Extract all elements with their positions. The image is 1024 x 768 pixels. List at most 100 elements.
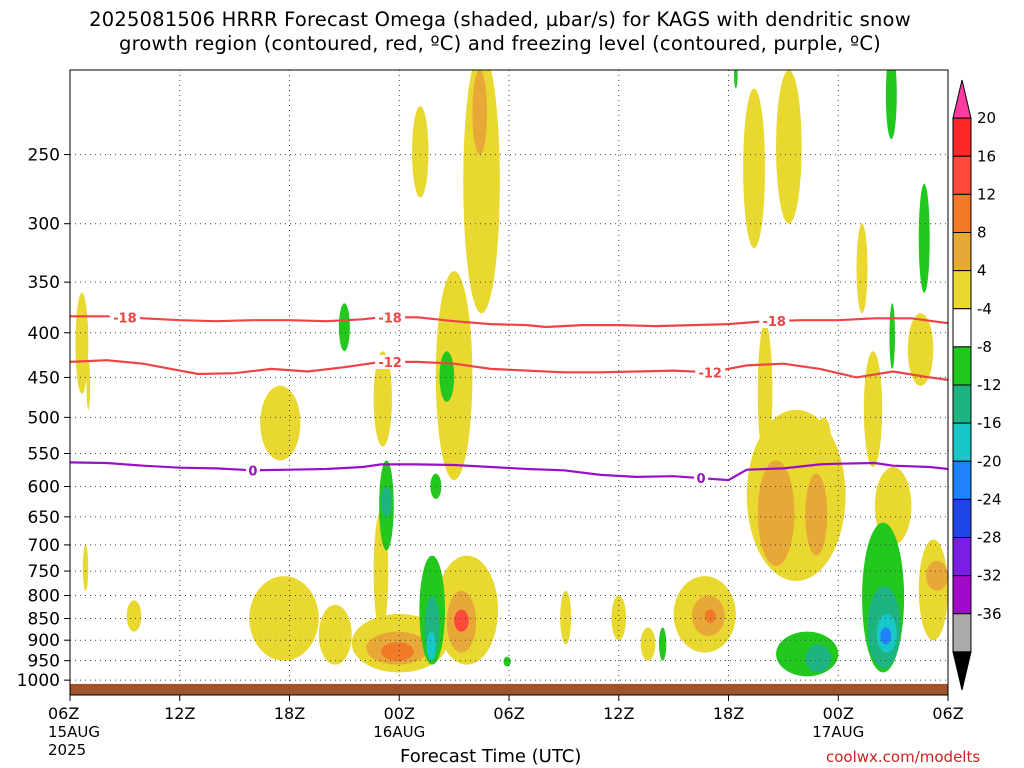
colorbar-segment-0 (952, 79, 972, 119)
contour-lines: -18 -18 -18 -12 -12 0 0 (70, 310, 948, 487)
omega-region-21 (640, 627, 656, 661)
colorbar-segment-6 (952, 308, 972, 348)
grid-lines (70, 70, 948, 695)
chart-subtitle: growth region (contoured, red, ºC) and f… (119, 32, 881, 55)
colorbar-label-7: -12 (977, 376, 1002, 394)
contour-label-1-0: -12 (378, 356, 402, 371)
omega-region-0 (75, 292, 89, 394)
omega-region-10 (373, 351, 392, 447)
colorbar: 20 16 12 8 4 -4 -8 -12 -16 -20 -24 -28 -32 -36 (952, 79, 1002, 691)
contour-label-0-1: -18 (378, 311, 402, 326)
contour-line-1 (70, 359, 948, 381)
y-tick-label-2: 350 (28, 273, 60, 293)
x-tick-sublabel-7-0: 17AUG (812, 723, 864, 741)
x-tick-label-5: 12Z (603, 704, 634, 723)
colorbar-segment-13 (952, 575, 972, 615)
y-tick-label-11: 800 (28, 587, 60, 607)
colorbar-label-1: 16 (977, 147, 996, 165)
omega-region-49 (805, 644, 831, 673)
x-tick-label-8: 06Z (932, 704, 963, 723)
contour-label-1-1: -12 (698, 366, 722, 381)
colorbar-label-8: -16 (977, 414, 1002, 432)
y-tick-label-10: 750 (28, 562, 60, 582)
x-tick-label-2: 18Z (274, 704, 305, 723)
colorbar-segment-4 (952, 232, 972, 272)
omega-region-2 (82, 544, 89, 591)
chart-title: 2025081506 HRRR Forecast Omega (shaded, … (89, 8, 911, 31)
colorbar-segment-1 (952, 117, 972, 157)
colorbar-segment-3 (952, 193, 972, 233)
omega-region-15 (472, 70, 488, 155)
omega-region-25 (743, 88, 766, 249)
colorbar-label-12: -32 (977, 567, 1002, 585)
colorbar-segment-14 (952, 613, 972, 653)
colorbar-label-10: -24 (977, 490, 1002, 508)
ground-fill (70, 683, 948, 695)
omega-region-42 (439, 351, 455, 402)
x-tick-label-1: 12Z (164, 704, 195, 723)
x-tick-label-6: 18Z (713, 704, 744, 723)
omega-region-33 (863, 351, 883, 468)
omega-region-47 (658, 627, 667, 661)
colorbar-label-9: -20 (977, 452, 1002, 470)
colorbar-segment-15 (952, 651, 972, 691)
y-tick-label-12: 850 (28, 610, 60, 630)
plot-frame (69, 69, 949, 696)
y-tick-label-4: 450 (28, 368, 60, 388)
contour-label-0-0: -18 (113, 311, 137, 326)
omega-region-46 (503, 656, 511, 667)
x-tick-sublabel-0-0: 15AUG (48, 723, 100, 741)
colorbar-label-3: 8 (977, 224, 987, 242)
contour-label-bg-0-0 (109, 310, 140, 325)
omega-region-5 (249, 576, 319, 661)
credit-text: coolwx.com/modelts (826, 748, 981, 766)
y-tick-label-6: 550 (28, 444, 60, 464)
omega-region-13 (435, 271, 473, 481)
omega-region-19 (560, 590, 572, 645)
omega-region-45 (426, 631, 436, 661)
omega-region-56 (918, 183, 930, 293)
colorbar-segment-11 (952, 498, 972, 538)
x-tick-label-4: 06Z (493, 704, 524, 723)
y-tick-label-9: 700 (28, 536, 60, 556)
contour-line-2 (70, 461, 948, 482)
omega-region-6 (318, 604, 352, 665)
contour-label-2-0: 0 (248, 464, 257, 479)
omega-region-28 (805, 473, 828, 556)
omega-region-53 (880, 627, 892, 645)
colorbar-label-6: -8 (977, 338, 992, 356)
contour-label-0-2: -18 (762, 315, 786, 330)
y-tick-label-0: 250 (28, 146, 60, 166)
contour-label-2-1: 0 (697, 472, 706, 487)
colorbar-label-4: 4 (977, 262, 987, 280)
y-axis: 2503003504004505005506006507007508008509… (17, 146, 70, 691)
omega-region-9 (380, 642, 414, 661)
y-tick-label-1: 300 (28, 215, 60, 235)
contour-label-bg-0-2 (759, 313, 790, 328)
y-tick-label-3: 400 (28, 324, 60, 344)
contour-label-bg-0-1 (375, 310, 406, 325)
omega-region-40 (380, 486, 392, 517)
omega-region-35 (907, 313, 934, 386)
y-tick-label-15: 1000 (17, 671, 60, 691)
omega-region-32 (856, 223, 868, 314)
contour-label-bg-1-0 (375, 354, 406, 369)
colorbar-label-2: 12 (977, 185, 996, 203)
contour-label-bg-1-1 (695, 365, 726, 380)
colorbar-segment-10 (952, 460, 972, 500)
y-tick-label-5: 500 (28, 408, 60, 428)
omega-region-57 (733, 70, 738, 89)
contour-label-bg-2-1 (694, 471, 709, 486)
omega-region-18 (454, 609, 469, 632)
y-tick-label-14: 950 (28, 652, 60, 672)
colorbar-label-0: 20 (977, 109, 996, 127)
omega-region-29 (757, 323, 773, 461)
colorbar-segment-12 (952, 537, 972, 577)
omega-region-38 (338, 303, 350, 352)
omega-region-4 (260, 385, 301, 461)
omega-region-3 (126, 600, 142, 632)
x-tick-label-7: 00Z (823, 704, 854, 723)
y-tick-label-8: 650 (28, 508, 60, 528)
